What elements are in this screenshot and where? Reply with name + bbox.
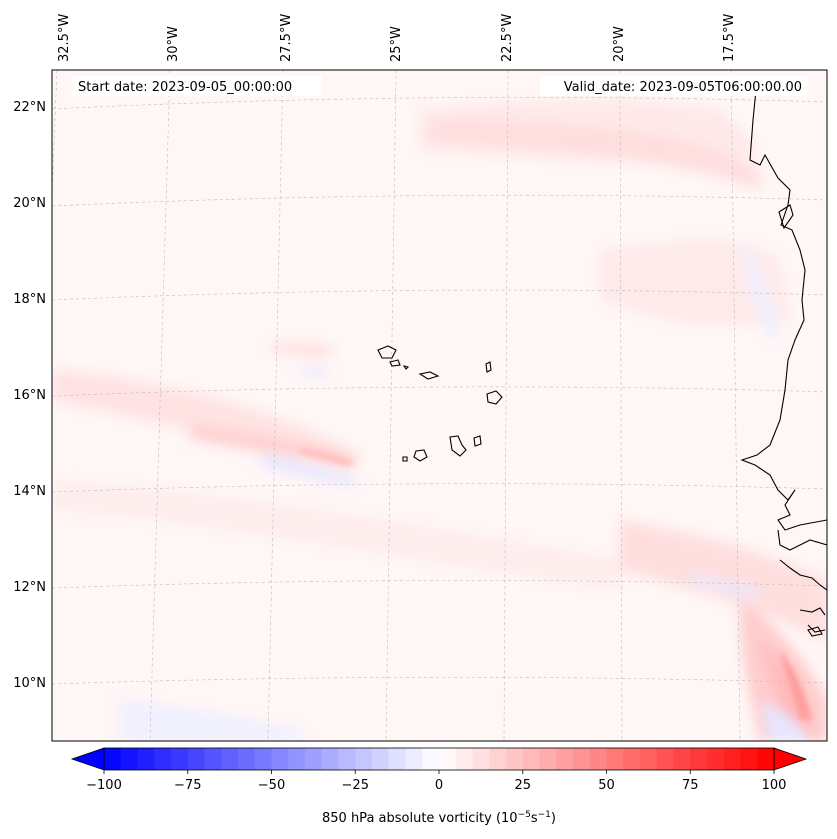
colorbar-segment [656, 748, 674, 770]
lon-label: 17.5°W [722, 14, 737, 62]
island-sao-vicente [389, 359, 401, 367]
coastline [740, 79, 827, 637]
island-fogo [413, 449, 428, 462]
island-boa-vista [486, 390, 503, 405]
colorbar-segment [204, 748, 222, 770]
colorbar-segment [171, 748, 189, 770]
colorbar-segment [573, 748, 591, 770]
colorbar-segment [506, 748, 524, 770]
lon-label: 25°W [389, 26, 404, 62]
colorbar-segment [305, 748, 323, 770]
colorbar-segment [522, 748, 540, 770]
colorbar-segment [589, 748, 607, 770]
colorbar-segment [707, 748, 725, 770]
colorbar-segment [455, 748, 473, 770]
lat-label: 16°N [13, 388, 46, 403]
island-brava [402, 456, 408, 462]
colorbar-segment [489, 748, 507, 770]
colorbar-segment [673, 748, 691, 770]
colorbar-segment [271, 748, 289, 770]
colorbar-segment [472, 748, 490, 770]
vorticity-field [52, 100, 827, 741]
colorbar-segment [623, 748, 641, 770]
colorbar-segment [104, 748, 122, 770]
colorbar: −100 −75 −50 −25 0 25 50 75 100 850 hPa absolute… [70, 747, 808, 826]
colorbar-segment [154, 748, 172, 770]
colorbar-tick-label: −50 [258, 778, 285, 793]
colorbar-tick-label: −100 [86, 778, 122, 793]
colorbar-segment [321, 748, 339, 770]
colorbar-extend-min [70, 747, 105, 771]
colorbar-segment [405, 748, 423, 770]
colorbar-segment [388, 748, 406, 770]
colorbar-tick-label: −25 [342, 778, 369, 793]
start-date-text: Start date: 2023-09-05_00:00:00 [78, 80, 292, 95]
island-sal [485, 361, 492, 373]
valid-date-text: Valid_date: 2023-09-05T06:00:00.00 [564, 80, 802, 95]
colorbar-tick-label: 75 [682, 778, 699, 793]
colorbar-segment [640, 748, 658, 770]
colorbar-segment [439, 748, 457, 770]
map-frame [51, 69, 828, 742]
lon-label: 22.5°W [500, 14, 515, 62]
longitude-labels: 32.5°W 30°W 27.5°W 25°W 22.5°W 20°W 17.5… [57, 14, 737, 62]
latitude-labels: 22°N 20°N 18°N 16°N 14°N 12°N 10°N [13, 100, 46, 691]
colorbar-segment [690, 748, 708, 770]
lat-label: 20°N [13, 196, 46, 211]
lat-label: 22°N [13, 100, 46, 115]
lon-label: 30°W [166, 26, 181, 62]
lat-label: 12°N [13, 580, 46, 595]
colorbar-ticks: −100 −75 −50 −25 0 25 50 75 100 [86, 770, 786, 793]
colorbar-segment [238, 748, 256, 770]
africa-coastline [740, 79, 827, 633]
island-maio [473, 435, 482, 447]
colorbar-segment [723, 748, 741, 770]
colorbar-segment [120, 748, 138, 770]
colorbar-segment [137, 748, 155, 770]
colorbar-segment [556, 748, 574, 770]
colorbar-segment [338, 748, 356, 770]
info-box-left: Start date: 2023-09-05_00:00:00 [72, 76, 322, 96]
lon-label: 32.5°W [57, 14, 72, 62]
island-santo-antao [377, 345, 397, 359]
lat-label: 18°N [13, 292, 46, 307]
island-santa-luzia [402, 365, 410, 370]
graticule [52, 70, 827, 741]
colorbar-segment [539, 748, 557, 770]
cape-verde-islands [377, 345, 503, 462]
colorbar-tick-label: −75 [174, 778, 201, 793]
colorbar-tick-label: 25 [514, 778, 531, 793]
info-box-right: Valid_date: 2023-09-05T06:00:00.00 [540, 76, 808, 96]
map-panel[interactable] [30, 70, 827, 741]
island-sao-nicolau [418, 371, 440, 380]
lat-label: 10°N [13, 676, 46, 691]
colorbar-segments [104, 748, 775, 770]
lon-label: 27.5°W [279, 14, 294, 62]
colorbar-segment [757, 748, 775, 770]
colorbar-segment [221, 748, 239, 770]
colorbar-extend-max [773, 747, 808, 771]
lat-label: 14°N [13, 484, 46, 499]
colorbar-segment [187, 748, 205, 770]
colorbar-tick-label: 100 [762, 778, 787, 793]
colorbar-label: 850 hPa absolute vorticity (10−5s−1) [322, 810, 556, 826]
colorbar-segment [288, 748, 306, 770]
colorbar-segment [606, 748, 624, 770]
colorbar-tick-label: 50 [598, 778, 615, 793]
lon-label: 20°W [612, 26, 627, 62]
colorbar-segment [254, 748, 272, 770]
colorbar-tick-label: 0 [435, 778, 443, 793]
island-santiago [449, 435, 467, 457]
colorbar-segment [355, 748, 373, 770]
colorbar-segment [372, 748, 390, 770]
colorbar-segment [740, 748, 758, 770]
colorbar-segment [422, 748, 440, 770]
